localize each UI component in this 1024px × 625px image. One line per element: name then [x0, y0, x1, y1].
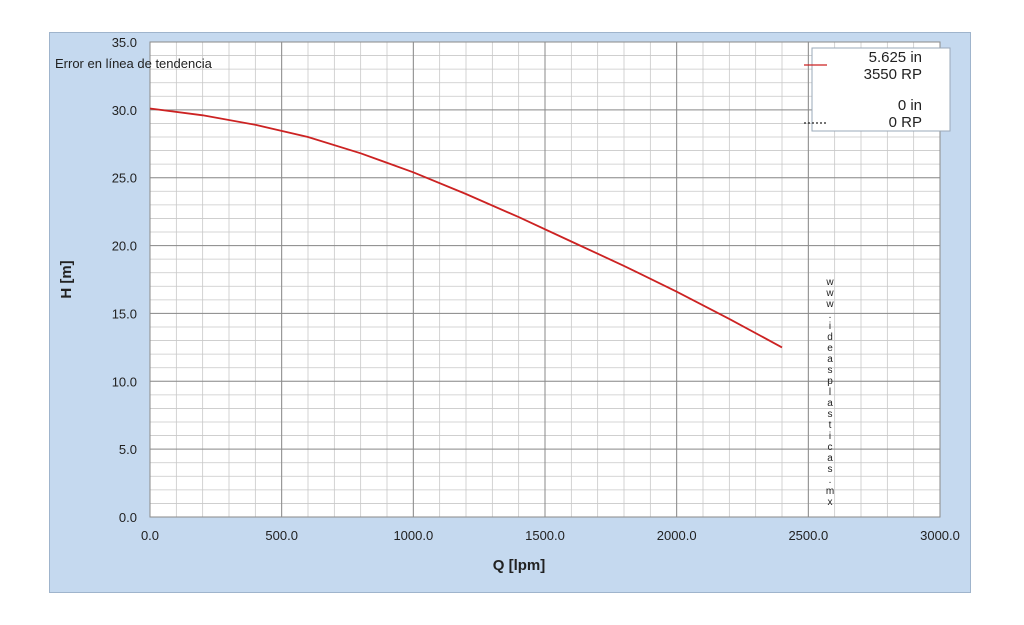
watermark-char: s: [828, 464, 833, 475]
watermark-char: s: [828, 409, 833, 420]
watermark-char: x: [828, 497, 833, 508]
watermark-char: d: [827, 332, 833, 343]
y-tick-label: 35.0: [112, 35, 137, 50]
watermark-char: a: [827, 354, 833, 365]
y-axis-label: H [m]: [58, 260, 75, 298]
watermark-char: .: [829, 475, 832, 486]
y-tick-label: 25.0: [112, 171, 137, 186]
series-line-0: [149, 107, 783, 349]
y-tick-label: 0.0: [119, 510, 137, 525]
watermark-char: .: [829, 310, 832, 321]
watermark-char: l: [829, 387, 831, 398]
tick-labels: 0.0 500.0 1000.0 1500.0 2000.0 2500.0 3000.0 0.…: [112, 35, 960, 543]
watermark-char: a: [827, 398, 833, 409]
chart-area: 0.0 500.0 1000.0 1500.0 2000.0 2500.0 3000.0 0.…: [49, 32, 971, 593]
watermark-char: w: [825, 299, 834, 310]
legend-entry-1-line-1: 0 RP: [889, 114, 922, 131]
x-tick-label: 2500.0: [788, 528, 828, 543]
legend-entry-0-line-0: 5.625 in: [869, 49, 922, 66]
y-tick-label: 30.0: [112, 103, 137, 118]
x-tick-label: 3000.0: [920, 528, 960, 543]
y-tick-label: 15.0: [112, 306, 137, 321]
y-tick-label: 20.0: [112, 239, 137, 254]
y-tick-label: 5.0: [119, 442, 137, 457]
legend-entry-1-line-0: 0 in: [898, 97, 922, 114]
watermark-char: a: [827, 453, 833, 464]
major-gridlines: [149, 41, 941, 518]
x-tick-label: 1500.0: [525, 528, 565, 543]
series-layer: [149, 107, 783, 349]
watermark-char: w: [825, 277, 834, 288]
legend-box: [811, 47, 951, 132]
chart-svg: 0.0 500.0 1000.0 1500.0 2000.0 2500.0 3000.0 0.…: [55, 35, 960, 574]
watermark-char: s: [828, 365, 833, 376]
watermark-char: e: [827, 343, 833, 354]
x-axis-label: Q [lpm]: [493, 557, 546, 574]
watermark-char: c: [828, 442, 833, 453]
watermark-char: t: [829, 420, 832, 431]
x-tick-label: 2000.0: [657, 528, 697, 543]
legend-entry-0-line-1: 3550 RP: [864, 66, 922, 83]
watermark-char: i: [829, 321, 831, 332]
y-tick-label: 10.0: [112, 374, 137, 389]
watermark-char: w: [825, 288, 834, 299]
x-tick-label: 1000.0: [393, 528, 433, 543]
watermark-char: i: [829, 431, 831, 442]
x-tick-label: 0.0: [141, 528, 159, 543]
watermark-char: m: [826, 486, 834, 497]
trendline-error-annotation: Error en línea de tendencia: [55, 56, 213, 71]
watermark-char: p: [827, 376, 833, 387]
x-tick-label: 500.0: [265, 528, 298, 543]
